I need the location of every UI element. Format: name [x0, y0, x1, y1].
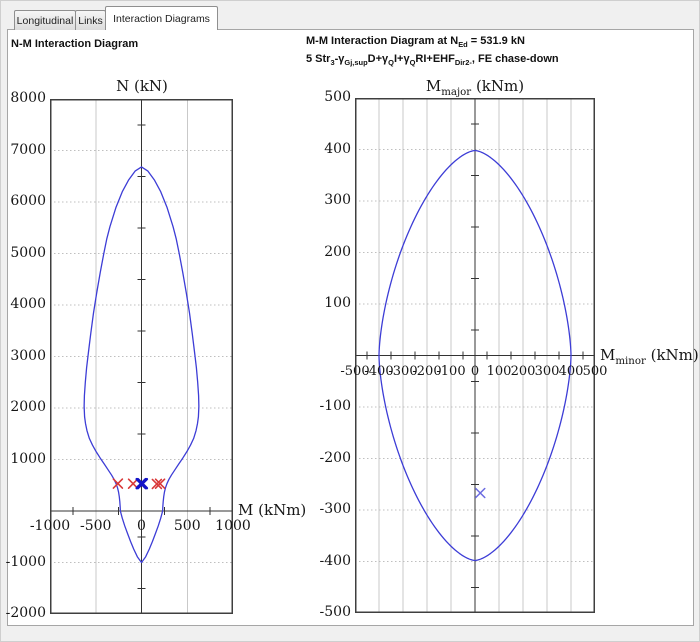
- design-case-blue-x: [136, 477, 149, 490]
- x-tick-label: -100: [436, 363, 466, 379]
- nm-y-axis-title: N (kN): [116, 77, 168, 95]
- x-tick-label: -500: [80, 518, 112, 534]
- x-tick-label: -300: [388, 363, 418, 379]
- x-tick-label: 0: [137, 518, 146, 534]
- y-tick-label: -500: [319, 604, 351, 620]
- analysis-case-red-x: [154, 478, 166, 490]
- analysis-case-red-x: [112, 478, 124, 489]
- y-tick-label: 4000: [10, 296, 46, 312]
- nm-x-axis-label: M (kNm): [238, 501, 307, 519]
- tab-bar: Longitudinal Links Interaction Diagrams: [14, 6, 218, 30]
- x-tick-label: 500: [582, 363, 608, 379]
- y-tick-label: 1000: [10, 450, 46, 467]
- y-tick-label: -400: [319, 552, 351, 569]
- x-tick-label: -1000: [29, 518, 71, 534]
- x-tick-label: 0: [470, 363, 480, 379]
- mm-major-axis-title: Mmajor (kNm): [425, 77, 525, 98]
- tab-interaction-diagrams[interactable]: Interaction Diagrams: [105, 6, 218, 30]
- x-tick-label: 300: [534, 363, 560, 379]
- y-tick-label: 8000: [10, 90, 46, 106]
- y-tick-label: -300: [319, 501, 351, 517]
- y-tick-label: -2000: [5, 605, 46, 621]
- biaxial-envelope: [378, 149, 572, 562]
- y-tick-label: 100: [324, 295, 351, 311]
- y-tick-label: 5000: [10, 244, 46, 261]
- mm-minor-axis-label: Mminor (kNm): [600, 346, 699, 367]
- x-tick-label: 1000: [215, 518, 251, 534]
- analysis-case-red-x: [151, 478, 163, 490]
- capacity-envelope: [83, 166, 200, 564]
- analysis-case-red-x: [127, 478, 139, 490]
- y-tick-label: -200: [319, 449, 351, 466]
- x-tick-label: -200: [412, 363, 442, 379]
- mm-chart-title: M-M Interaction Diagram at NEd = 531.9 k…: [306, 34, 559, 70]
- content-panel: [7, 29, 694, 626]
- x-tick-label: -400: [364, 363, 394, 379]
- mm-plot: [355, 98, 595, 613]
- y-tick-label: 300: [324, 192, 351, 208]
- x-tick-label: -500: [340, 363, 370, 379]
- mm-chart-title-line1: M-M Interaction Diagram at NEd = 531.9 k…: [306, 35, 525, 50]
- nm-plot: [50, 99, 233, 614]
- y-tick-label: 200: [324, 243, 351, 260]
- y-tick-label: 7000: [10, 141, 46, 158]
- nm-chart-title: N-M Interaction Diagram: [11, 38, 139, 50]
- y-tick-label: -100: [319, 398, 351, 414]
- design-point-blue-x: [475, 487, 486, 499]
- y-tick-label: 6000: [10, 193, 46, 209]
- x-tick-label: 400: [558, 363, 584, 379]
- tab-longitudinal[interactable]: Longitudinal: [14, 10, 76, 30]
- tab-links[interactable]: Links: [75, 10, 106, 30]
- mm-chart-title-line2: 5 Str3-γGj,supD+γQI+γQRI+EHFDir2-, FE ch…: [306, 53, 559, 68]
- y-tick-label: 2000: [10, 399, 46, 415]
- x-tick-label: 200: [510, 363, 536, 379]
- y-tick-label: -1000: [5, 553, 46, 570]
- y-tick-label: 3000: [10, 347, 46, 364]
- x-tick-label: 100: [486, 363, 512, 379]
- y-tick-label: 500: [324, 89, 351, 105]
- y-tick-label: 400: [324, 140, 351, 157]
- x-tick-label: 500: [173, 518, 201, 534]
